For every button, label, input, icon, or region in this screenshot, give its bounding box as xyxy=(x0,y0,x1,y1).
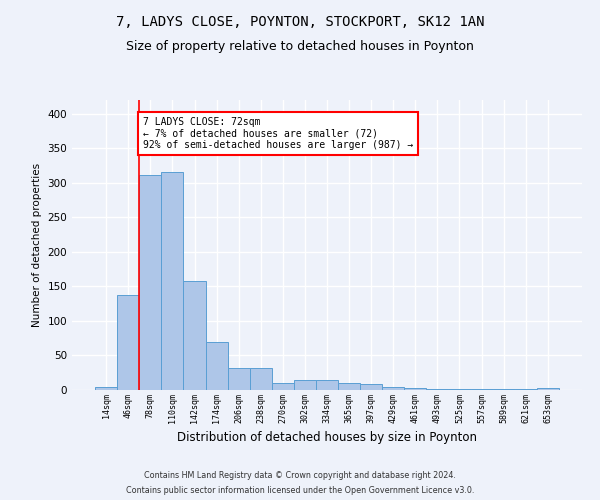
Text: Contains HM Land Registry data © Crown copyright and database right 2024.: Contains HM Land Registry data © Crown c… xyxy=(144,471,456,480)
Bar xyxy=(250,368,272,390)
Bar xyxy=(294,380,316,390)
Bar xyxy=(382,386,404,390)
Bar xyxy=(95,386,117,390)
Bar xyxy=(470,388,493,390)
Text: 7 LADYS CLOSE: 72sqm
← 7% of detached houses are smaller (72)
92% of semi-detach: 7 LADYS CLOSE: 72sqm ← 7% of detached ho… xyxy=(143,118,413,150)
Bar xyxy=(404,388,427,390)
Y-axis label: Number of detached properties: Number of detached properties xyxy=(32,163,42,327)
Bar xyxy=(227,368,250,390)
Text: 7, LADYS CLOSE, POYNTON, STOCKPORT, SK12 1AN: 7, LADYS CLOSE, POYNTON, STOCKPORT, SK12… xyxy=(116,15,484,29)
X-axis label: Distribution of detached houses by size in Poynton: Distribution of detached houses by size … xyxy=(177,431,477,444)
Bar xyxy=(184,281,206,390)
Bar xyxy=(117,296,139,390)
Bar xyxy=(139,174,161,390)
Bar xyxy=(316,380,338,390)
Bar xyxy=(360,384,382,390)
Bar xyxy=(206,342,227,390)
Bar xyxy=(427,388,448,390)
Bar xyxy=(338,383,360,390)
Text: Contains public sector information licensed under the Open Government Licence v3: Contains public sector information licen… xyxy=(126,486,474,495)
Text: Size of property relative to detached houses in Poynton: Size of property relative to detached ho… xyxy=(126,40,474,53)
Bar xyxy=(537,388,559,390)
Bar xyxy=(272,383,294,390)
Bar xyxy=(161,172,184,390)
